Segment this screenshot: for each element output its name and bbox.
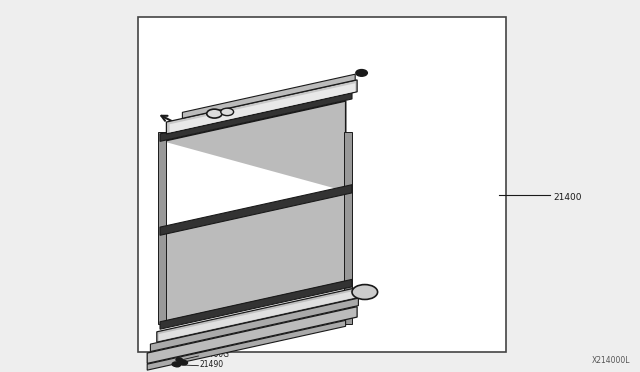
Text: 21460G: 21460G	[200, 350, 230, 359]
Text: 21400: 21400	[554, 193, 582, 202]
Polygon shape	[157, 286, 362, 342]
Polygon shape	[163, 191, 346, 322]
Circle shape	[172, 362, 180, 366]
Circle shape	[176, 358, 182, 362]
Polygon shape	[160, 279, 352, 329]
Text: X214000L: X214000L	[592, 356, 630, 365]
Polygon shape	[163, 101, 346, 191]
Polygon shape	[163, 101, 346, 322]
Polygon shape	[147, 320, 346, 370]
Polygon shape	[344, 132, 352, 324]
Polygon shape	[160, 185, 352, 235]
Circle shape	[180, 360, 188, 365]
Circle shape	[207, 109, 222, 118]
Polygon shape	[159, 290, 360, 341]
Polygon shape	[182, 74, 355, 118]
Polygon shape	[170, 83, 355, 132]
Text: 21490: 21490	[200, 360, 224, 369]
Bar	[138, 17, 506, 352]
Polygon shape	[160, 92, 352, 141]
Polygon shape	[147, 307, 357, 363]
Circle shape	[356, 70, 367, 76]
Polygon shape	[158, 132, 166, 324]
Text: FRONT: FRONT	[188, 122, 211, 131]
Polygon shape	[166, 80, 357, 134]
Circle shape	[221, 108, 234, 116]
Polygon shape	[150, 298, 358, 352]
Circle shape	[174, 363, 180, 367]
Circle shape	[352, 285, 378, 299]
